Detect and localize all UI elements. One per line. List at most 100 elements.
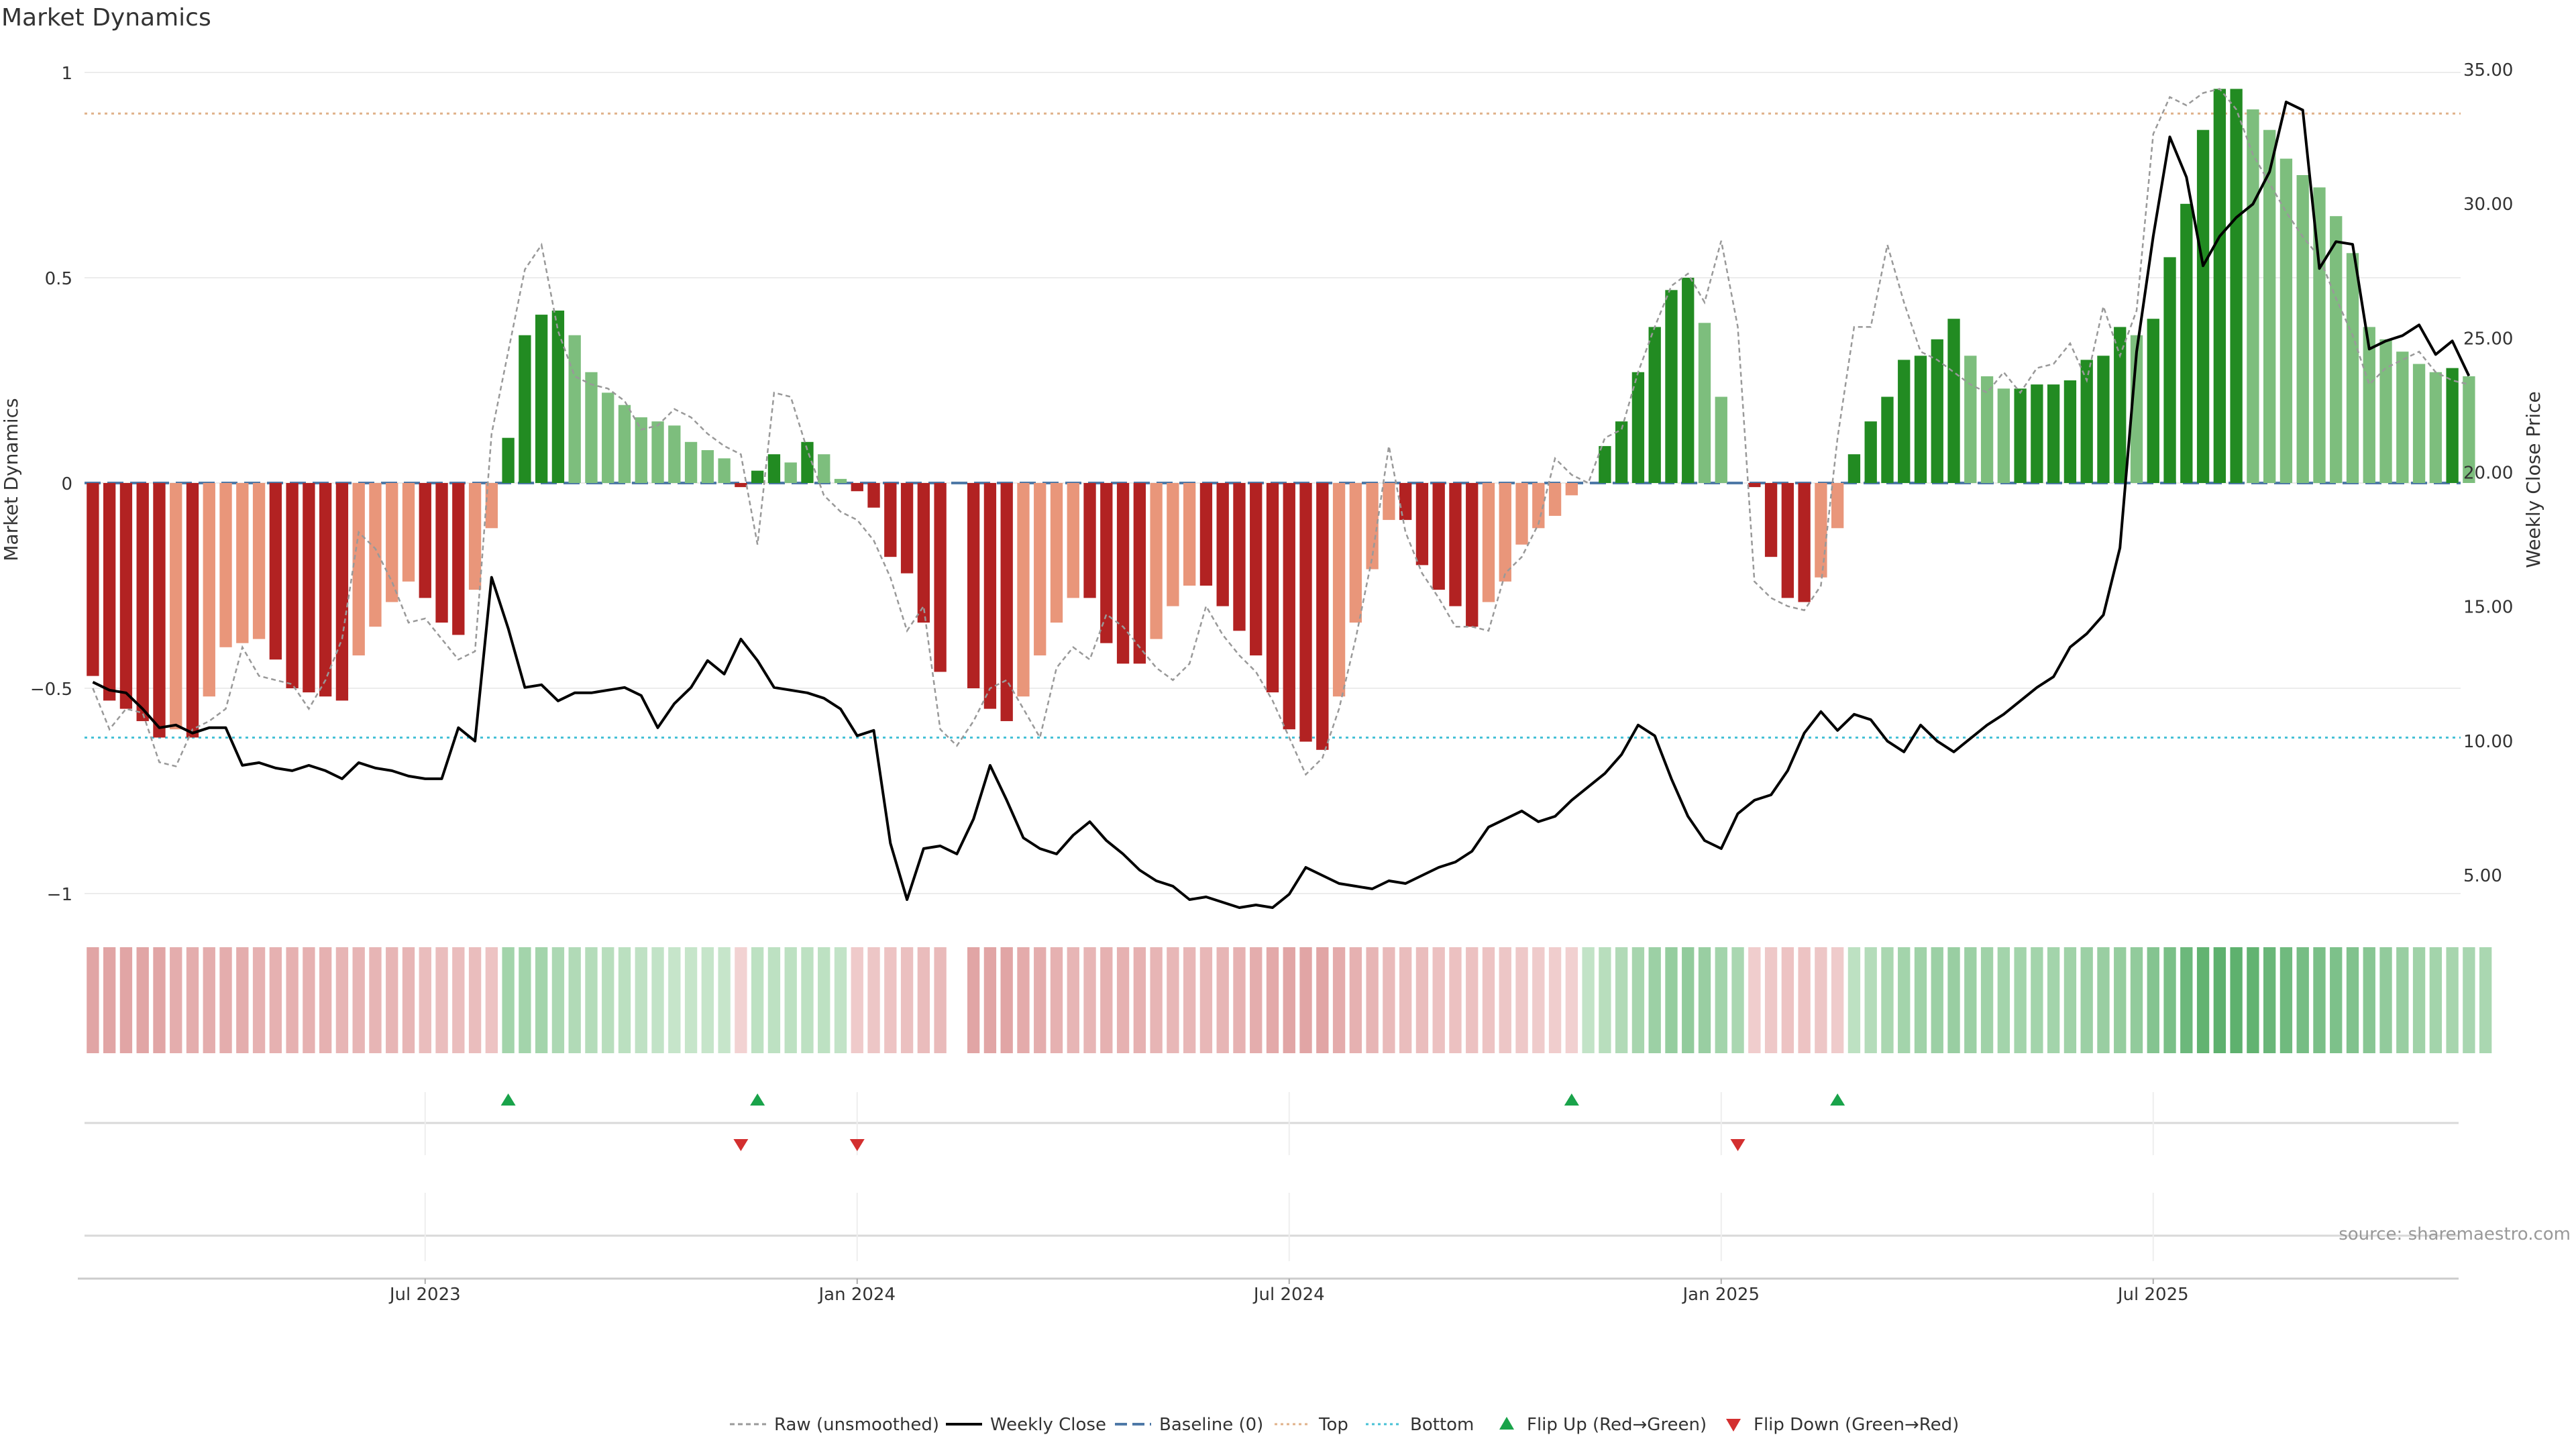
regime-cell <box>1383 947 1395 1053</box>
regime-cell <box>1183 947 1196 1053</box>
regime-cell <box>2213 947 2226 1053</box>
dynamics-bar <box>718 458 731 483</box>
dynamics-bar <box>2363 327 2375 483</box>
regime-cell <box>1748 947 1761 1053</box>
regime-cell <box>2014 947 2027 1053</box>
regime-cell <box>352 947 365 1053</box>
regime-cell <box>1399 947 1412 1053</box>
y-right-tick-label: 5.00 <box>2463 866 2502 886</box>
regime-cell <box>519 947 531 1053</box>
dynamics-bar <box>1798 483 1811 602</box>
dynamics-bar <box>1299 483 1312 742</box>
dynamics-bar <box>1864 421 1877 483</box>
regime-cell <box>1898 947 1911 1053</box>
regime-cell <box>2130 947 2143 1053</box>
dynamics-bar <box>917 483 930 623</box>
dynamics-bar <box>485 483 498 529</box>
regime-cell <box>2313 947 2326 1053</box>
dynamics-bar <box>1631 372 1645 483</box>
dynamics-bar <box>884 483 897 557</box>
dynamics-bar <box>319 483 332 697</box>
legend-label: Raw (unsmoothed) <box>774 1415 939 1435</box>
dynamics-bar <box>2247 109 2259 483</box>
regime-cell <box>1499 947 1511 1053</box>
regime-cell <box>2063 947 2077 1053</box>
regime-cell <box>684 947 698 1053</box>
dynamics-bar <box>1399 483 1412 521</box>
regime-cell <box>2363 947 2375 1053</box>
dynamics-bar <box>834 478 847 483</box>
legend: Raw (unsmoothed) Weekly Close Baseline (0)… <box>730 1415 1959 1435</box>
weekly-close-line <box>92 101 2471 909</box>
legend-label: Flip Up (Red→Green) <box>1527 1415 1707 1435</box>
legend-label: Top <box>1318 1415 1348 1435</box>
regime-cell <box>1017 947 1030 1053</box>
regime-cell <box>1698 947 1711 1053</box>
dynamics-bar <box>1947 319 1960 483</box>
dynamics-bar <box>967 483 980 688</box>
regime-cell <box>535 947 548 1053</box>
regime-cell <box>319 947 332 1053</box>
dynamics-bar <box>1565 483 1578 496</box>
dynamics-bar <box>767 454 781 483</box>
dynamics-bar <box>1383 483 1395 521</box>
dynamics-bar <box>502 437 515 483</box>
regime-cell <box>1914 947 1927 1053</box>
dynamics-bar <box>286 483 299 688</box>
regime-cell <box>1682 947 1695 1053</box>
regime-cell <box>87 947 99 1053</box>
dynamics-bar <box>1665 290 1678 483</box>
regime-cell <box>1100 947 1113 1053</box>
regime-cell <box>2080 947 2093 1053</box>
dynamics-bar <box>1133 483 1146 664</box>
dynamics-bar <box>2429 372 2443 483</box>
dynamics-bar <box>2014 388 2027 483</box>
dynamics-bar <box>635 417 647 483</box>
dynamics-bar <box>186 483 199 738</box>
raw-line <box>92 88 2469 776</box>
regime-cell <box>153 947 166 1053</box>
regime-cell <box>585 947 598 1053</box>
regime-cell <box>2379 947 2392 1053</box>
legend-label: Weekly Close <box>990 1415 1106 1435</box>
dynamics-bar <box>585 372 598 483</box>
y-right-tick-label: 35.00 <box>2463 60 2513 80</box>
regime-cell <box>1116 947 1130 1053</box>
dynamics-bar <box>519 335 531 483</box>
dynamics-bar <box>1034 483 1046 656</box>
regime-cell <box>1299 947 1312 1053</box>
regime-cell <box>2047 947 2060 1053</box>
regime-cell <box>402 947 415 1053</box>
dynamics-bar <box>784 462 797 483</box>
dynamics-bar <box>203 483 215 697</box>
regime-cell <box>2031 947 2043 1053</box>
regime-cell <box>2279 947 2293 1053</box>
dynamics-bar <box>1017 483 1030 697</box>
dynamics-bar <box>1599 445 1611 483</box>
dynamics-bar <box>1150 483 1163 639</box>
dynamics-bar <box>535 315 548 483</box>
regime-cell <box>1167 947 1179 1053</box>
regime-cell <box>1947 947 1960 1053</box>
dynamics-bar <box>2346 253 2359 483</box>
dynamics-bar <box>1332 483 1346 697</box>
dynamics-bar <box>1715 396 1727 483</box>
regime-cell <box>2147 947 2159 1053</box>
dynamics-bar <box>684 441 698 483</box>
dynamics-bar <box>1682 278 1695 483</box>
regime-cell <box>369 947 382 1053</box>
dynamics-bar <box>1898 360 1911 483</box>
legend-label: Flip Down (Green→Red) <box>1754 1415 1959 1435</box>
dynamics-bar <box>1815 483 1827 578</box>
regime-cell <box>236 947 249 1053</box>
regime-cell <box>884 947 897 1053</box>
regime-cell <box>1964 947 1977 1053</box>
regime-cell <box>834 947 847 1053</box>
regime-cell <box>1582 947 1595 1053</box>
regime-cell <box>900 947 914 1053</box>
regime-cell <box>1449 947 1462 1053</box>
regime-cell <box>1648 947 1661 1053</box>
dynamics-bar <box>2080 360 2093 483</box>
regime-cell <box>335 947 349 1053</box>
regime-cell <box>1599 947 1611 1053</box>
